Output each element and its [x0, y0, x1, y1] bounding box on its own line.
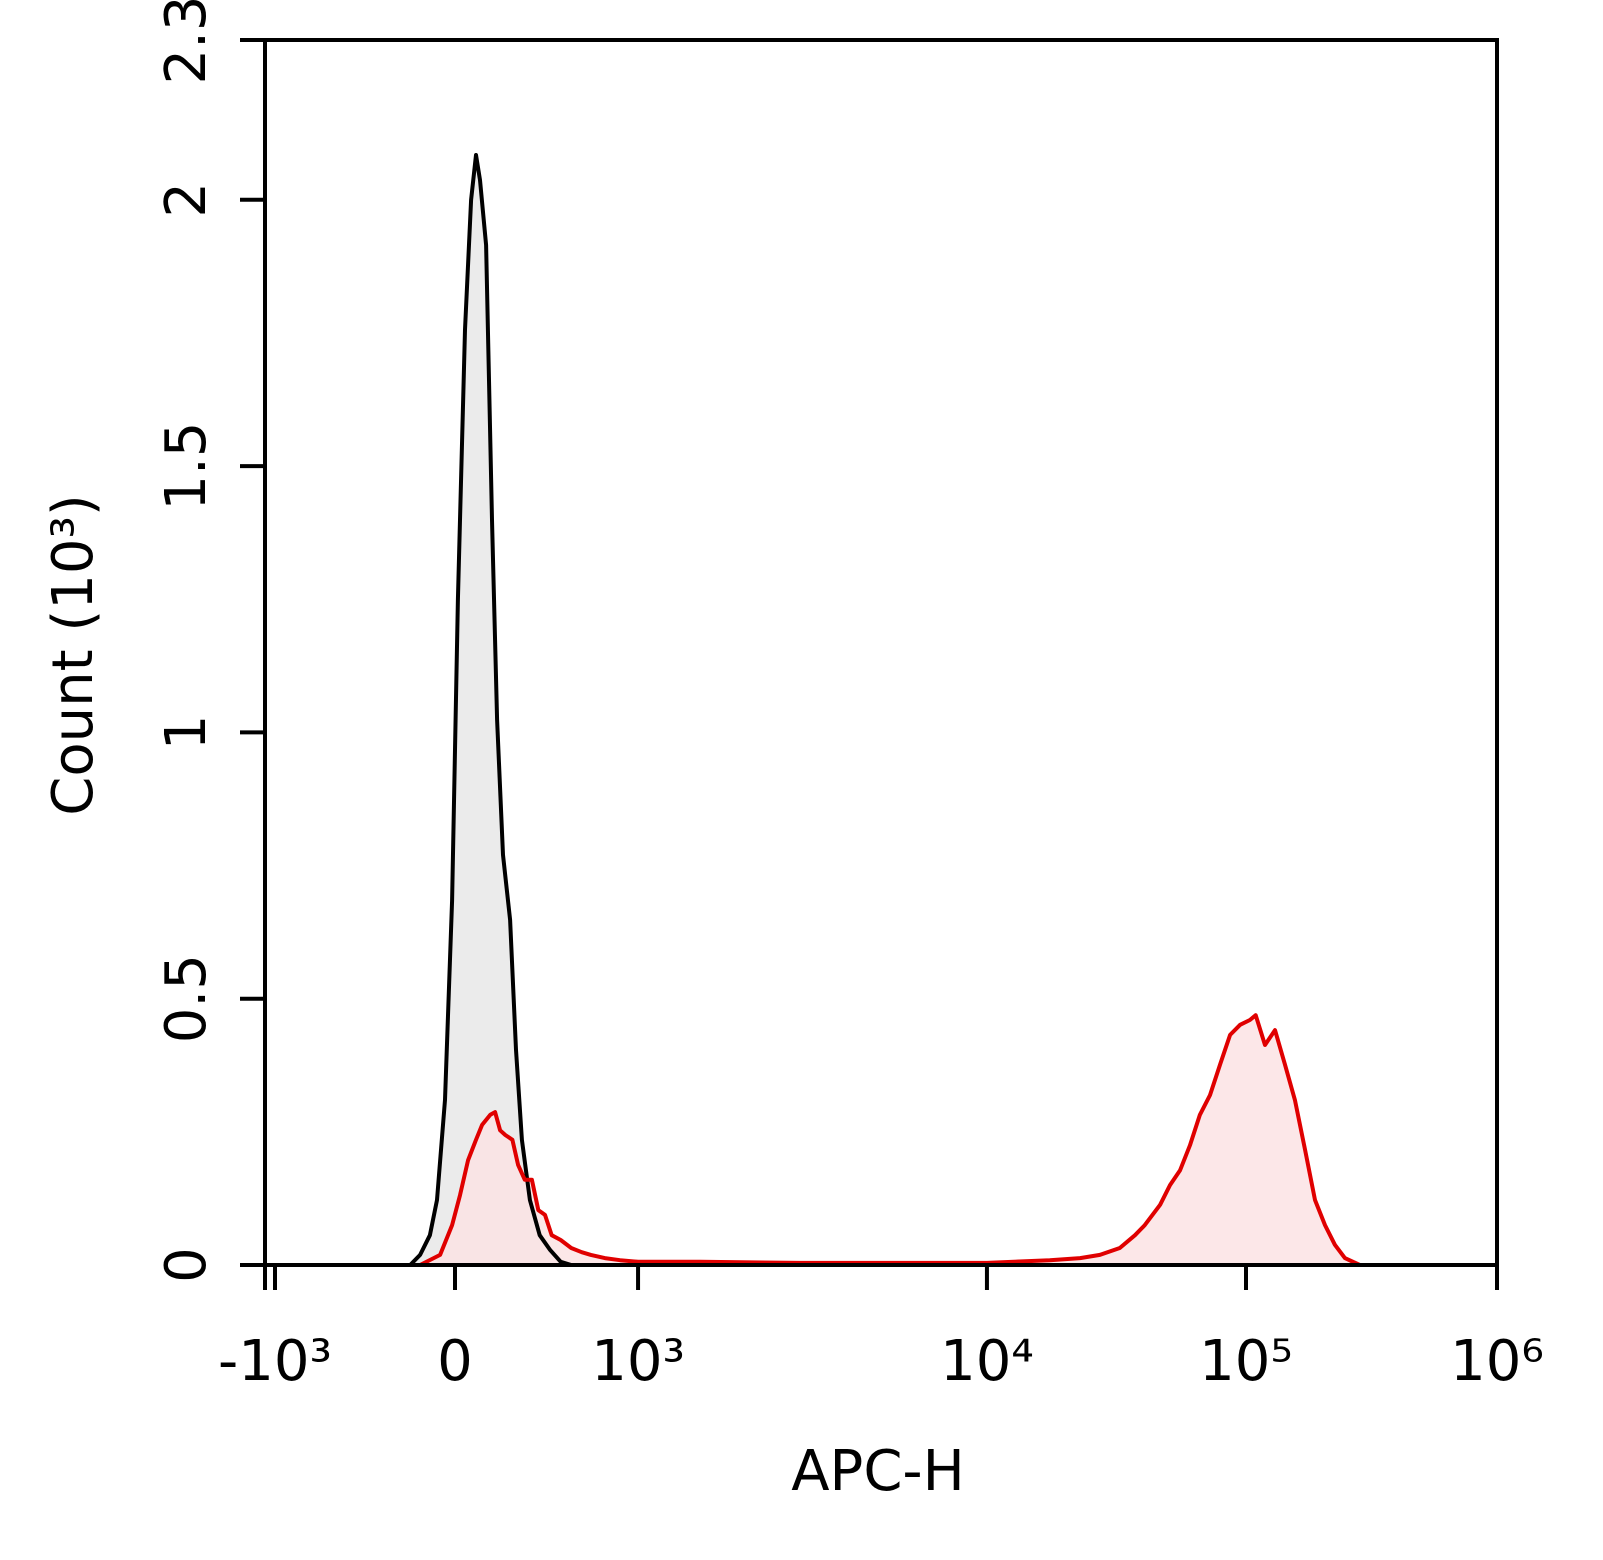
- y-axis-label: Count (10³): [41, 494, 106, 816]
- histogram-line: [419, 1013, 1361, 1267]
- x-tick-label: 10⁵: [1199, 1329, 1293, 1394]
- y-tick-label: 0: [154, 1247, 219, 1283]
- x-tick-label: 0: [437, 1329, 473, 1394]
- histogram-line: [408, 153, 572, 1267]
- y-tick-label: 1: [154, 715, 219, 751]
- plot-frame: [263, 38, 1499, 1267]
- histogram-area: [420, 1015, 1360, 1265]
- x-tick-label: 10³: [591, 1329, 685, 1394]
- histogram-area: [410, 155, 572, 1265]
- y-tick-label: 1.5: [154, 422, 219, 511]
- x-tick-label: 10⁴: [940, 1329, 1034, 1394]
- x-axis-label: APC-H: [791, 1439, 965, 1504]
- y-tick-label: 0.5: [154, 954, 219, 1043]
- y-tick-label: 2.3: [154, 0, 219, 85]
- y-tick-label: 2: [154, 182, 219, 218]
- x-tick-label: -10³: [218, 1329, 332, 1394]
- lines: [408, 153, 1361, 1267]
- areas: [410, 155, 1360, 1265]
- ticks: 0 0.5 1 1.5 2 2.3 -10³ 0 10³ 10⁴ 10⁵ 10⁶: [154, 0, 1544, 1394]
- x-tick-label: 10⁶: [1450, 1329, 1544, 1394]
